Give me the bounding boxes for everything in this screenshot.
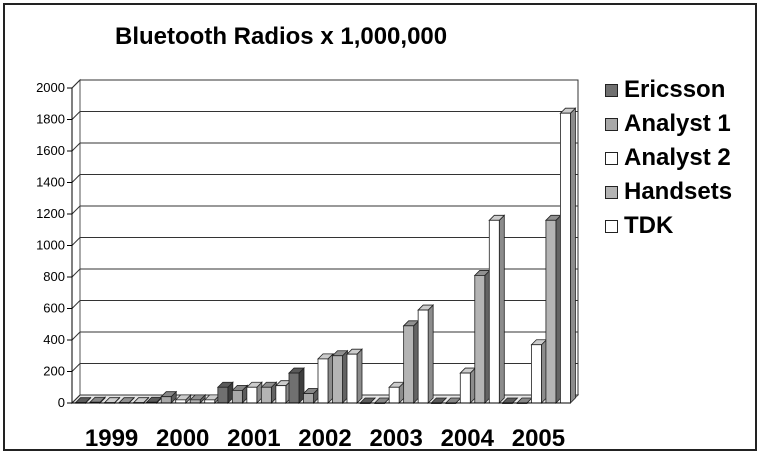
bar [388,381,406,404]
legend-swatch [605,117,618,131]
bar [488,214,506,404]
bar-front [246,386,258,404]
bar-front [403,325,415,404]
xtick-label: 2000 [156,425,209,452]
ytick-label: 800 [43,269,65,284]
bar [346,348,363,404]
chart-title: Bluetooth Radios x 1,000,000 [115,23,448,50]
gridline-side [71,237,81,246]
bar-front [531,344,542,404]
bar [473,269,491,404]
bar-front [217,386,229,404]
bar-front [474,275,486,404]
bar-side [356,348,363,404]
gridline-side [71,174,81,183]
bar [417,304,435,404]
bar-front [488,219,500,404]
legend-label: Ericsson [624,76,726,103]
ytick-label: 1000 [36,238,65,253]
bar [231,384,249,404]
legend-item: Ericsson [605,75,732,105]
gridline-side [71,331,81,341]
xtick-label: 2005 [512,425,565,452]
gridline-side [71,111,81,120]
bar [189,393,207,404]
ytick-label: 2000 [36,80,65,95]
xtick-label: 2004 [441,425,495,452]
legend-label: TDK [624,212,674,239]
gridline-side [71,268,81,278]
legend-item: Handsets [605,177,732,207]
bar [288,367,305,404]
bar [559,107,577,404]
bar-front [560,112,571,404]
legend-label: Analyst 2 [624,144,731,171]
legend-swatch [605,151,618,165]
bar-side [427,304,434,404]
bar [216,381,234,404]
bar-front [346,353,358,404]
bar [530,338,548,404]
bar-front [388,386,400,404]
bar-front [160,396,172,404]
legend-item: TDK [605,211,732,241]
ytick-label: 1200 [36,206,65,221]
bar-front [317,358,329,404]
gridline-side [71,394,81,404]
bar-front [332,355,343,404]
chart-frame: Bluetooth Radios x 1,000,000 Ericsson Ana… [3,3,757,451]
legend-label: Analyst 1 [624,110,731,137]
bar [544,214,562,404]
bar [260,381,278,404]
ytick-label: 0 [58,395,65,410]
ytick-label: 1400 [36,175,65,190]
bar-side [498,214,505,404]
gridline-side [71,142,81,152]
gridline-side [71,79,81,89]
gridline-side [71,205,81,215]
ytick-label: 1600 [36,143,65,158]
legend-swatch [605,219,618,233]
bar [317,352,334,404]
bar-front [275,385,287,404]
xtick-label: 2001 [227,425,280,452]
legend-item: Analyst 2 [605,143,732,173]
gridline-side [71,363,81,372]
bar [402,319,420,404]
ytick-label: 400 [43,332,65,347]
xtick-label: 2002 [298,425,351,452]
bars-layer [74,107,577,404]
bar-front [231,389,243,404]
gridline-side [71,300,81,309]
bar [245,381,263,404]
bar [331,349,349,404]
bar-front [459,372,471,404]
bar [459,367,477,404]
bar-front [260,386,272,404]
legend-swatch [605,185,618,199]
axis-layer: 0 200 400 600 800 1000 1200 1400 1600 1800 2000 199… [36,80,570,452]
bar [174,393,192,404]
ytick-label: 600 [43,301,65,316]
legend-item: Analyst 1 [605,109,732,139]
xtick-label: 1999 [85,425,138,452]
bar-side [570,107,576,404]
legend-swatch [605,83,618,97]
bar-front [288,372,300,404]
bar-front [545,219,557,404]
ytick-label: 1800 [36,112,65,127]
bar-front [303,393,314,404]
legend: Ericsson Analyst 1 Analyst 2 Handsets TDK [605,75,732,245]
xtick-label: 2003 [369,425,422,452]
legend-label: Handsets [624,178,733,205]
bar-front [417,309,429,404]
bar [160,390,178,404]
ytick-label: 200 [43,364,65,379]
